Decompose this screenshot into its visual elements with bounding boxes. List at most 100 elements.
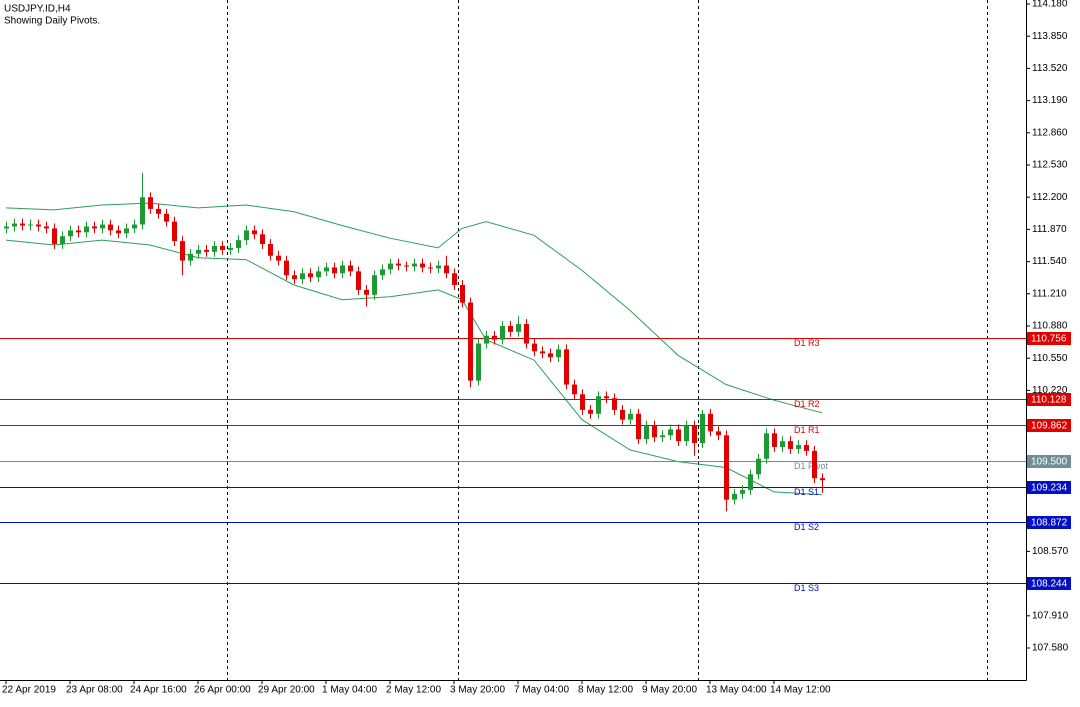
candle-body [420, 263, 425, 268]
candle-body [628, 413, 633, 420]
candle-body [284, 260, 289, 276]
candle-body [788, 441, 793, 449]
candle-body [620, 409, 625, 420]
candle-body [604, 396, 609, 399]
candle-body [180, 241, 185, 261]
y-tick-label: 110.220 [1032, 385, 1068, 396]
candle-body [596, 396, 601, 414]
candle-body [308, 273, 313, 278]
candle-body [708, 413, 713, 432]
x-tick-label: 26 Apr 00:00 [194, 685, 251, 696]
x-tick-label: 1 May 04:00 [322, 685, 377, 696]
candle-body [196, 249, 201, 254]
candle-body [300, 273, 305, 280]
candle-body [676, 429, 681, 442]
y-tick-label: 107.580 [1032, 643, 1069, 654]
candle-body [68, 230, 73, 237]
candle-body [556, 349, 561, 358]
chart-subtitle: Showing Daily Pivots. [4, 16, 100, 27]
candle-body [716, 431, 721, 436]
candle-body [268, 244, 273, 256]
candle-body [372, 275, 377, 295]
y-tick-label: 110.550 [1032, 353, 1068, 364]
chart-title: USDJPY.ID,H4 [4, 4, 71, 15]
candle-body [220, 245, 225, 250]
price-label-box [1027, 455, 1071, 468]
candle-body [116, 230, 121, 234]
y-tick-label: 113.520 [1032, 63, 1068, 74]
candle-body [700, 413, 705, 444]
price-label-box [1027, 516, 1071, 529]
candle-body [612, 398, 617, 410]
candle-body [100, 224, 105, 229]
y-tick-label: 110.880 [1032, 321, 1068, 332]
price-label-box [1027, 332, 1071, 345]
candle-body [444, 265, 449, 274]
candle-body [812, 450, 817, 479]
price-label-box [1027, 481, 1071, 494]
y-tick-label: 111.210 [1032, 288, 1067, 299]
candle-body [108, 224, 113, 231]
candle-body [684, 425, 689, 442]
candle-body [652, 425, 657, 438]
candle-body [92, 226, 97, 229]
candle-body [524, 324, 529, 344]
period-separators [227, 0, 988, 680]
x-tick-label: 3 May 20:00 [450, 685, 505, 696]
candle-body [292, 275, 297, 280]
candle-body [332, 267, 337, 274]
candle-body [580, 394, 585, 410]
candle-body [204, 249, 209, 252]
candle-body [724, 435, 729, 500]
candle-body [468, 302, 473, 381]
price-label-box [1027, 419, 1071, 432]
candle-body [36, 224, 41, 227]
y-tick-label: 111.870 [1032, 224, 1067, 235]
x-tick-label: 14 May 12:00 [770, 685, 831, 696]
candle-body [492, 335, 497, 340]
price-label: 110.756 [1031, 334, 1067, 345]
candle-body [756, 458, 761, 475]
candle-body [772, 433, 777, 447]
candle-body [76, 230, 81, 233]
candle-body [668, 429, 673, 436]
candle-body [340, 265, 345, 274]
candle-body [244, 230, 249, 241]
pivot-name: D1 R3 [794, 338, 820, 348]
candle-body [156, 208, 161, 214]
candle-body [588, 409, 593, 414]
pivot-name: D1 R2 [794, 399, 820, 409]
candle-body [796, 445, 801, 449]
x-tick-label: 7 May 04:00 [514, 685, 569, 696]
candle-body [356, 271, 361, 290]
candle-body [380, 269, 385, 276]
candle-body [60, 236, 65, 245]
price-label: 110.128 [1031, 395, 1067, 406]
candle-body [20, 223, 25, 226]
candle-body [780, 441, 785, 447]
candle-body [396, 263, 401, 266]
candle-body [236, 240, 241, 248]
y-tick-label: 112.530 [1032, 160, 1068, 171]
candle-body [148, 197, 153, 209]
candle-body [44, 226, 49, 229]
candle-body [212, 245, 217, 252]
y-tick-label: 114.180 [1032, 0, 1068, 10]
price-label-box [1027, 577, 1071, 590]
candle-body [820, 478, 825, 481]
x-tick-label: 23 Apr 08:00 [66, 685, 123, 696]
candle-body [252, 230, 257, 235]
candle-body [324, 267, 329, 272]
candle-body [364, 289, 369, 295]
candle-body [388, 263, 393, 270]
candle-body [460, 285, 465, 303]
pivot-name: D1 S2 [794, 522, 819, 532]
candle-body [452, 273, 457, 286]
candle-body [348, 265, 353, 272]
pivot-name: D1 Pivot [794, 461, 829, 471]
candle-body [276, 255, 281, 261]
x-tick-label: 24 Apr 16:00 [130, 685, 187, 696]
candle-body [316, 271, 321, 278]
x-tick-label: 9 May 20:00 [642, 685, 697, 696]
